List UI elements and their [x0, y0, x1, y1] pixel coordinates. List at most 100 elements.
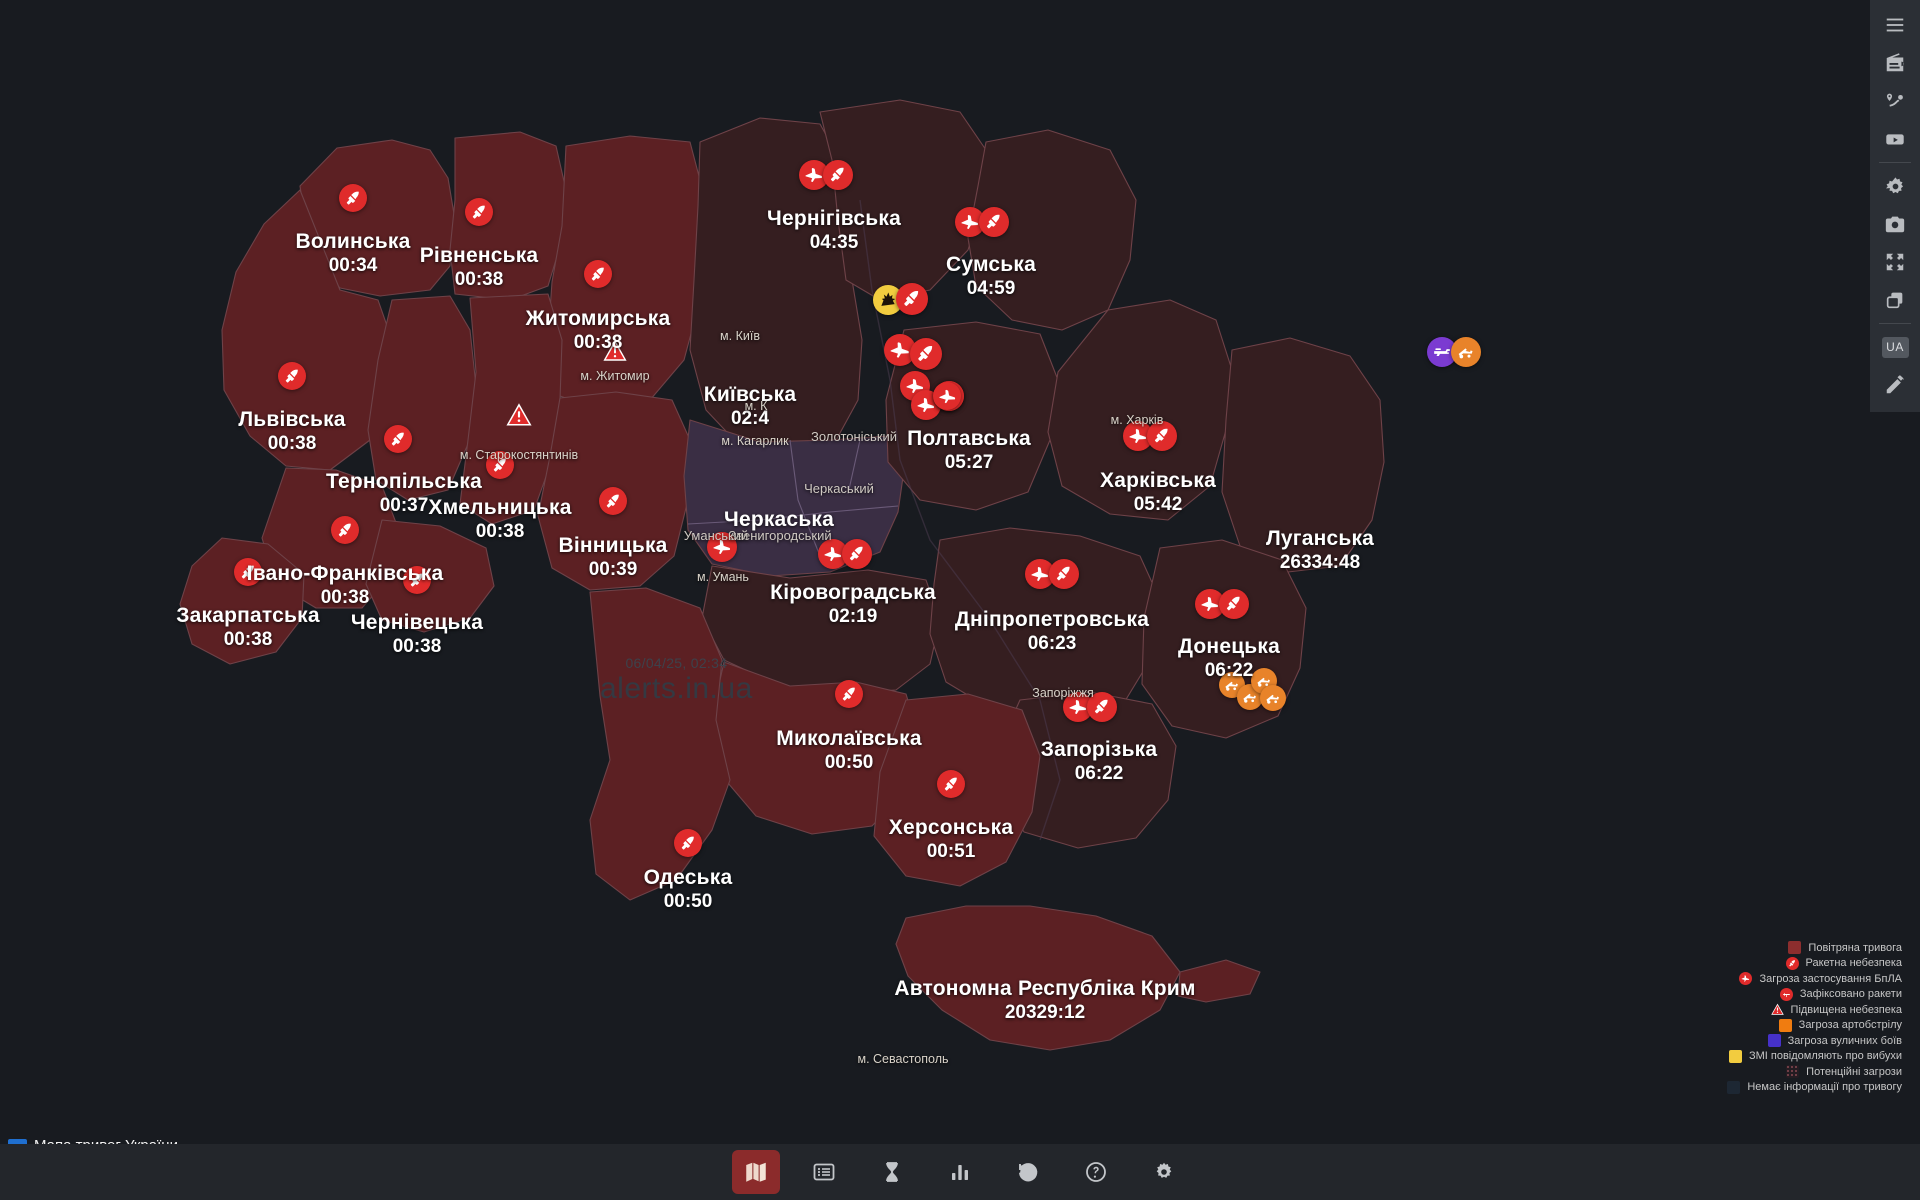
rocket-marker[interactable] — [599, 487, 627, 515]
radio-icon[interactable] — [1870, 44, 1920, 82]
bottom-toolbar — [0, 1144, 1920, 1200]
region-shape-odesa — [589, 587, 731, 901]
legend-label: Загроза застосування БпЛА — [1759, 972, 1902, 985]
region-shape-lviv — [221, 189, 393, 471]
tab-list[interactable] — [800, 1150, 848, 1194]
legend-swatch — [1767, 1034, 1781, 1048]
warning-marker[interactable] — [603, 339, 627, 363]
tab-help[interactable] — [1072, 1150, 1120, 1194]
route-icon[interactable] — [1870, 82, 1920, 120]
right-toolbar: UA — [1870, 0, 1920, 412]
artillery-marker[interactable] — [1237, 684, 1263, 710]
legend-label: ЗМІ повідомляють про вибухи — [1748, 1050, 1902, 1063]
rocket-marker[interactable] — [234, 558, 262, 586]
rocket-marker[interactable] — [403, 566, 431, 594]
rocket-marker[interactable] — [842, 539, 872, 569]
rocket-marker[interactable] — [339, 184, 367, 212]
legend-row[interactable]: Зафіксовано ракети — [1727, 987, 1902, 1003]
rocket-marker[interactable] — [278, 362, 306, 390]
rocket-marker[interactable] — [835, 680, 863, 708]
pencil-icon[interactable] — [1870, 366, 1920, 404]
rocket-marker[interactable] — [1147, 421, 1177, 451]
language-ua-label: UA — [1881, 336, 1909, 358]
region-shape-crimea — [895, 905, 1181, 1051]
drone-marker[interactable] — [933, 382, 961, 410]
toolbar-divider-2 — [1879, 323, 1911, 324]
region-shape-khmelnytskyi — [459, 293, 563, 525]
legend-row[interactable]: Немає інформації про тривогу — [1727, 1080, 1902, 1096]
tab-stats[interactable] — [936, 1150, 984, 1194]
legend-row[interactable]: Ракетна небезпека — [1727, 956, 1902, 972]
fullscreen-icon[interactable] — [1870, 243, 1920, 281]
rocket-marker[interactable] — [937, 770, 965, 798]
region-shape-chernihiv — [819, 99, 987, 301]
legend-swatch — [1788, 941, 1802, 955]
legend-label: Потенційні загрози — [1806, 1065, 1902, 1078]
language-ua[interactable]: UA — [1870, 328, 1920, 366]
legend-swatch-missile-icon — [1779, 987, 1793, 1001]
legend-label: Повітряна тривога — [1808, 941, 1902, 954]
legend-swatch — [1727, 1080, 1741, 1094]
tab-settings[interactable] — [1140, 1150, 1188, 1194]
legend-label: Загроза вуличних боїв — [1787, 1034, 1902, 1047]
rocket-marker[interactable] — [896, 283, 928, 315]
rocket-marker[interactable] — [1219, 589, 1249, 619]
rocket-marker[interactable] — [910, 338, 942, 370]
legend-swatch-warning-icon — [1770, 1003, 1784, 1016]
region-shape-kirovohrad — [701, 565, 941, 695]
legend-row[interactable]: Повітряна тривога — [1727, 940, 1902, 956]
rocket-marker[interactable] — [384, 425, 412, 453]
region-shape-rivne — [449, 131, 567, 301]
rocket-marker[interactable] — [465, 198, 493, 226]
toolbar-divider-1 — [1879, 162, 1911, 163]
region-shape-dnipro — [929, 527, 1161, 723]
rocket-marker[interactable] — [331, 516, 359, 544]
map-legend: Повітряна тривога Ракетна небезпека Загр… — [1727, 940, 1902, 1095]
rocket-marker[interactable] — [979, 207, 1009, 237]
district-line-1 — [789, 439, 821, 557]
legend-row[interactable]: Загроза вуличних боїв — [1727, 1033, 1902, 1049]
region-shape-zhytomyr — [547, 135, 707, 411]
legend-label: Ракетна небезпека — [1805, 957, 1902, 970]
layers-icon[interactable] — [1870, 281, 1920, 319]
legend-label: Загроза артобстрілу — [1798, 1019, 1902, 1032]
rocket-marker[interactable] — [823, 160, 853, 190]
drone-marker[interactable] — [707, 532, 737, 562]
region-shape-kharkiv — [1047, 299, 1233, 521]
rocket-marker[interactable] — [584, 260, 612, 288]
district-line-2 — [687, 505, 899, 525]
rocket-marker[interactable] — [674, 829, 702, 857]
legend-row[interactable]: Загроза застосування БпЛА — [1727, 971, 1902, 987]
legend-row[interactable]: Підвищена небезпека — [1727, 1002, 1902, 1018]
warning-marker[interactable] — [506, 402, 532, 428]
dnipro-river — [859, 199, 1061, 841]
menu-icon[interactable] — [1870, 6, 1920, 44]
legend-label: Немає інформації про тривогу — [1747, 1081, 1902, 1094]
legend-label: Підвищена небезпека — [1790, 1003, 1902, 1016]
tab-map[interactable] — [732, 1150, 780, 1194]
legend-row[interactable]: Потенційні загрози — [1727, 1064, 1902, 1080]
region-shape-zakarpattia — [179, 537, 305, 665]
district-line-3 — [847, 439, 861, 495]
rocket-marker[interactable] — [1087, 692, 1117, 722]
artillery-marker[interactable] — [1451, 337, 1481, 367]
legend-swatch-drone-icon — [1739, 972, 1753, 986]
legend-swatch — [1728, 1049, 1742, 1063]
rocket-marker[interactable] — [1049, 559, 1079, 589]
legend-swatch — [1778, 1018, 1792, 1032]
region-shape-luhansk — [1221, 337, 1385, 573]
legend-row[interactable]: Загроза артобстрілу — [1727, 1018, 1902, 1034]
gear-icon[interactable] — [1870, 167, 1920, 205]
legend-label: Зафіксовано ракети — [1799, 988, 1902, 1001]
crimea-tail — [1177, 959, 1261, 1003]
camera-icon[interactable] — [1870, 205, 1920, 243]
region-shape-cherkasy — [683, 419, 905, 577]
video-icon[interactable] — [1870, 120, 1920, 158]
tab-duration[interactable] — [868, 1150, 916, 1194]
legend-row[interactable]: ЗМІ повідомляють про вибухи — [1727, 1049, 1902, 1065]
rocket-marker[interactable] — [486, 451, 514, 479]
artillery-marker[interactable] — [1260, 685, 1286, 711]
tab-history[interactable] — [1004, 1150, 1052, 1194]
